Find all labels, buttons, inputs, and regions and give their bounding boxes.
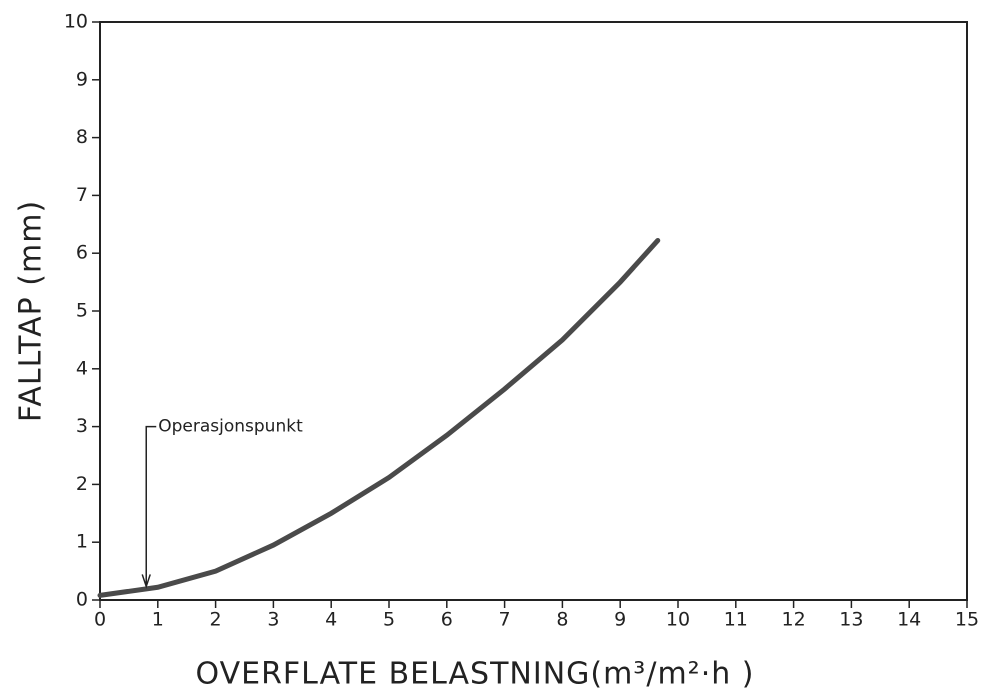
x-axis-label: OVERFLATE BELASTNING(m³/m²·h ) — [196, 657, 755, 692]
plot-frame — [99, 21, 968, 601]
x-tick-label: 1 — [152, 609, 164, 631]
x-tick-label: 0 — [94, 609, 106, 631]
y-tick-label: 7 — [76, 184, 88, 206]
x-tick-label: 4 — [325, 609, 337, 631]
y-tick-label: 4 — [76, 357, 88, 379]
line-series — [97, 237, 661, 598]
y-tick-label: 2 — [76, 473, 88, 495]
x-tick-label: 2 — [210, 609, 222, 631]
x-tick-label: 6 — [441, 609, 453, 631]
y-tick-label: 1 — [76, 531, 88, 553]
x-tick-label: 14 — [897, 609, 921, 631]
y-tick-label: 8 — [76, 126, 88, 148]
y-tick-label: 0 — [76, 589, 88, 611]
annotation-arrow — [145, 425, 157, 585]
y-tick-label: 6 — [76, 242, 88, 264]
y-tick-label: 9 — [76, 68, 88, 90]
annotation-arrowhead — [141, 574, 151, 589]
x-tick-label: 8 — [556, 609, 568, 631]
x-tick-label: 11 — [724, 609, 748, 631]
x-tick-label: 12 — [782, 609, 806, 631]
y-tick-label: 10 — [64, 11, 88, 33]
x-tick-label: 15 — [955, 609, 979, 631]
x-tick-label: 5 — [383, 609, 395, 631]
y-tick-label: 3 — [76, 415, 88, 437]
y-axis-label: FALLTAP (mm) — [14, 200, 49, 422]
x-tick-label: 9 — [614, 609, 626, 631]
x-tick-label: 7 — [499, 609, 511, 631]
x-tick-label: 13 — [839, 609, 863, 631]
y-tick-label: 5 — [76, 300, 88, 322]
x-tick-label: 3 — [267, 609, 279, 631]
x-tick-label: 10 — [666, 609, 690, 631]
annotation: Operasjonspunkt — [158, 417, 303, 437]
